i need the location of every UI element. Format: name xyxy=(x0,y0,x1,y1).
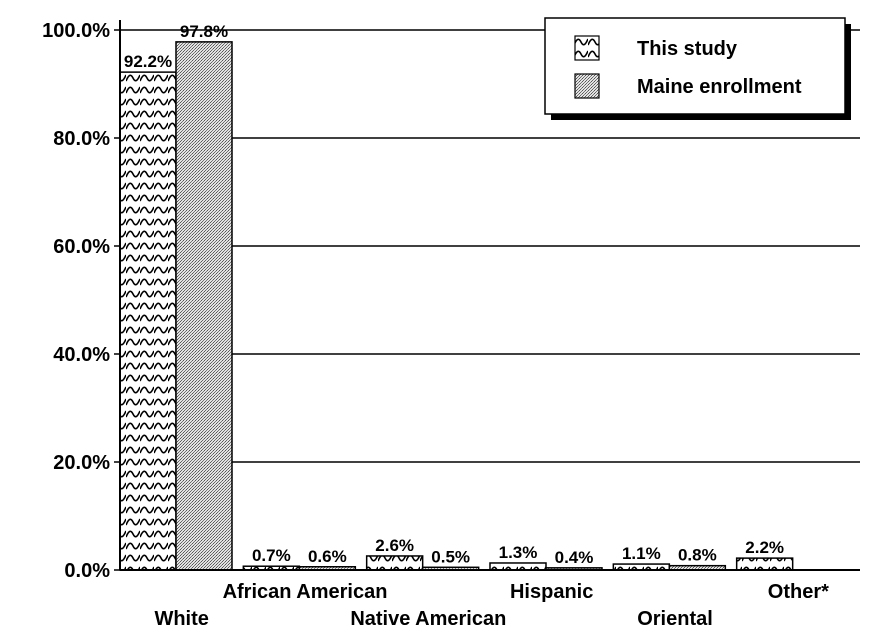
axes: 0.0% 20.0% 40.0% 60.0% 80.0% 100.0% White Afric… xyxy=(42,20,860,630)
bar-value-label: 1.3% xyxy=(499,543,538,562)
bar-value-label: 0.7% xyxy=(252,546,291,565)
y-tick-label: 60.0% xyxy=(53,236,110,258)
y-tick-label: 40.0% xyxy=(53,344,110,366)
bar-value-label: 0.6% xyxy=(308,547,347,566)
bar xyxy=(489,562,547,571)
y-tick-label: 20.0% xyxy=(53,452,110,474)
bar xyxy=(735,557,794,571)
bar-value-label: 0.4% xyxy=(555,548,594,567)
legend-swatch xyxy=(574,73,600,99)
bar xyxy=(119,71,177,571)
bar-value-label: 0.8% xyxy=(678,546,717,565)
grid xyxy=(120,29,860,463)
y-tick-label: 80.0% xyxy=(53,128,110,150)
x-tick-label: African American xyxy=(223,581,388,603)
bar-value-label: 92.2% xyxy=(124,52,172,71)
bars xyxy=(119,41,794,571)
x-tick-label: White xyxy=(154,608,208,630)
bar-value-label: 2.6% xyxy=(375,536,414,555)
x-tick-label: Native American xyxy=(350,608,506,630)
data-labels: 92.2% 97.8% 0.7% 0.6% 2.6% 0.5% 1.3% 0.4% 1.1% 0.… xyxy=(124,22,784,567)
bar-value-label: 1.1% xyxy=(622,544,661,563)
y-tick-label: 100.0% xyxy=(42,20,110,42)
legend-label: This study xyxy=(637,38,738,60)
x-tick-label: Other* xyxy=(768,581,829,603)
x-tick-label: Oriental xyxy=(637,608,713,630)
bar-value-label: 2.2% xyxy=(745,538,784,557)
legend-swatch xyxy=(574,35,600,61)
legend-label: Maine enrollment xyxy=(637,76,802,98)
bar-value-label: 0.5% xyxy=(431,547,470,566)
bar-value-label: 97.8% xyxy=(180,22,228,41)
x-tick-label: Hispanic xyxy=(510,581,593,603)
legend: This study Maine enrollment xyxy=(544,17,851,120)
bar xyxy=(175,41,233,571)
legend-box xyxy=(544,17,846,115)
y-tick-label: 0.0% xyxy=(64,560,110,582)
bar xyxy=(365,555,424,571)
